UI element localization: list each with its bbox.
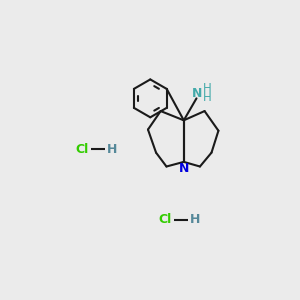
Text: Cl: Cl (76, 143, 89, 156)
Text: Cl: Cl (159, 213, 172, 226)
Text: N: N (178, 162, 189, 175)
Text: N: N (192, 87, 202, 100)
Text: H: H (106, 143, 117, 156)
Text: H: H (190, 213, 200, 226)
Text: H: H (203, 92, 212, 104)
Text: H: H (203, 82, 212, 95)
